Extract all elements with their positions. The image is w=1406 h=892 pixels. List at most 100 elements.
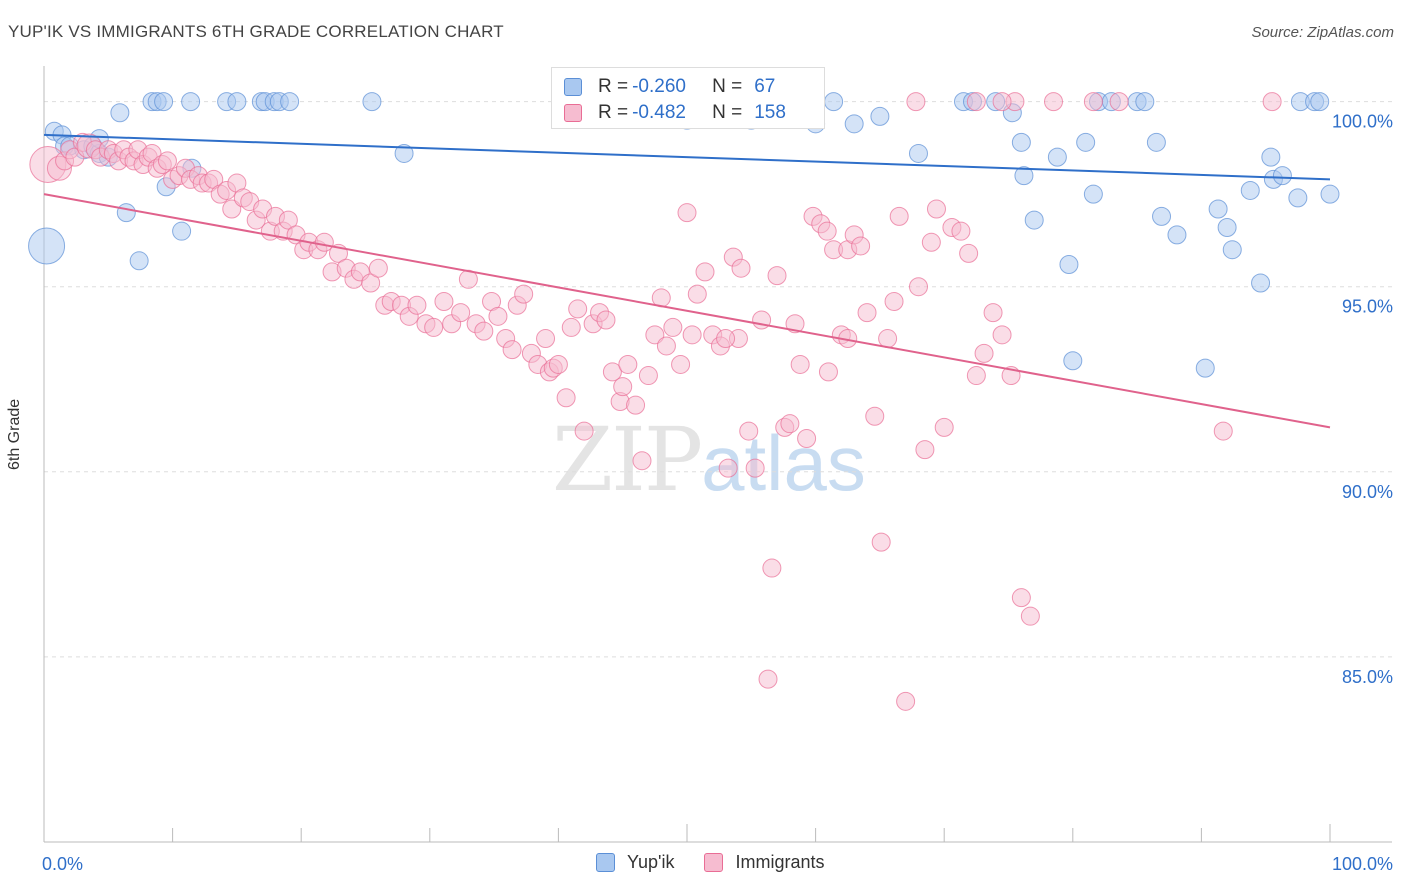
immigrants-point — [745, 458, 765, 478]
legend-row-immigrants: R = -0.482 N = 158 — [564, 102, 786, 124]
legend-label-immigrants: Immigrants — [735, 852, 825, 872]
immigrants-point — [602, 362, 622, 382]
yupik-point — [908, 143, 928, 163]
immigrants-point — [934, 417, 954, 437]
legend-swatch-immigrants — [704, 853, 724, 872]
legend-item-yupik[interactable]: Yup'ik — [596, 852, 674, 873]
immigrants-point — [1011, 588, 1031, 608]
immigrants-point — [656, 336, 676, 356]
x-tick-label: 100.0% — [1332, 854, 1393, 874]
yupik-point — [1135, 92, 1155, 112]
watermark: ZIPatlas — [552, 408, 866, 511]
yupik-point — [181, 92, 201, 112]
immigrants-point — [548, 354, 568, 374]
immigrants-point — [663, 317, 683, 337]
yupik-point — [1024, 210, 1044, 230]
yupik-point — [1208, 199, 1228, 219]
immigrants-point — [851, 236, 871, 256]
immigrants-point — [889, 206, 909, 226]
legend-label-yupik: Yup'ik — [627, 852, 675, 872]
yupik-point — [116, 203, 136, 223]
legend-r-value: -0.260 — [632, 76, 686, 97]
yupik-point — [1217, 217, 1237, 237]
immigrants-point — [966, 92, 986, 112]
immigrants-point — [966, 366, 986, 386]
legend-n-value: 158 — [754, 102, 786, 123]
yupik-point — [1146, 132, 1166, 152]
immigrants-point — [915, 440, 935, 460]
yupik-point — [1063, 351, 1083, 371]
immigrants-point — [797, 428, 817, 448]
immigrants-point — [574, 421, 594, 441]
immigrants-point — [613, 377, 633, 397]
legend-swatch-yupik — [564, 78, 582, 96]
immigrants-point — [780, 414, 800, 434]
immigrants-point — [434, 292, 454, 312]
immigrants-point — [1262, 92, 1282, 112]
immigrants-point — [908, 277, 928, 297]
immigrants-point — [645, 325, 665, 345]
immigrants-point — [951, 221, 971, 241]
yupik-point — [1152, 206, 1172, 226]
legend-series: Yup'ik Immigrants — [596, 852, 855, 873]
yupik-point — [172, 221, 192, 241]
immigrants-point — [767, 266, 787, 286]
legend-swatch-immigrants — [564, 104, 582, 122]
yupik-point — [227, 92, 247, 112]
y-tick-label: 95.0% — [1342, 297, 1393, 317]
immigrants-point — [626, 395, 646, 415]
immigrants-point — [514, 284, 534, 304]
chart-title: YUP'IK VS IMMIGRANTS 6TH GRADE CORRELATI… — [8, 22, 504, 41]
immigrants-point — [561, 317, 581, 337]
immigrants-point — [896, 691, 916, 711]
legend-r-value: -0.482 — [632, 102, 686, 123]
yupik-point — [1011, 132, 1031, 152]
immigrants-point — [906, 92, 926, 112]
immigrants-point — [687, 284, 707, 304]
immigrants-point — [871, 532, 891, 552]
immigrants-point — [817, 221, 837, 241]
legend-stats: R = -0.260 N = 67 R = -0.482 N = 158 — [551, 67, 825, 129]
x-tick-label: 0.0% — [42, 854, 83, 874]
immigrants-point — [790, 354, 810, 374]
y-tick-label: 90.0% — [1342, 482, 1393, 502]
yupik-point — [1261, 147, 1281, 167]
yupik-point — [28, 227, 66, 265]
yupik-point — [1222, 240, 1242, 260]
legend-n-label: N = — [712, 76, 743, 97]
yupik-point — [824, 92, 844, 112]
immigrants-point — [731, 258, 751, 278]
immigrants-point — [1083, 92, 1103, 112]
yupik-point — [1240, 180, 1260, 200]
immigrants-point — [974, 343, 994, 363]
immigrants-point — [1044, 92, 1064, 112]
immigrants-point — [474, 321, 494, 341]
immigrants-point — [618, 354, 638, 374]
immigrants-point — [222, 199, 242, 219]
immigrants-point — [488, 306, 508, 326]
legend-n-value: 67 — [754, 76, 776, 97]
immigrants-point — [361, 273, 381, 293]
legend-n-label: N = — [712, 102, 743, 123]
immigrants-point — [671, 354, 691, 374]
immigrants-point — [451, 303, 471, 323]
legend-item-immigrants[interactable]: Immigrants — [704, 852, 825, 873]
immigrants-point — [818, 362, 838, 382]
yupik-point — [129, 251, 149, 271]
yupik-point — [1320, 184, 1340, 204]
immigrants-point — [739, 421, 759, 441]
immigrants-point — [992, 325, 1012, 345]
yupik-point — [1047, 147, 1067, 167]
legend-r-label: R = — [598, 76, 629, 97]
immigrants-point — [677, 203, 697, 223]
immigrants-point — [596, 310, 616, 330]
y-tick-label: 85.0% — [1342, 667, 1393, 687]
immigrants-point — [762, 558, 782, 578]
yupik-point — [154, 92, 174, 112]
immigrants-point — [1213, 421, 1233, 441]
immigrants-trendline — [43, 193, 1331, 429]
immigrants-point — [157, 151, 177, 171]
yupik-point — [870, 106, 890, 126]
immigrants-point — [638, 366, 658, 386]
